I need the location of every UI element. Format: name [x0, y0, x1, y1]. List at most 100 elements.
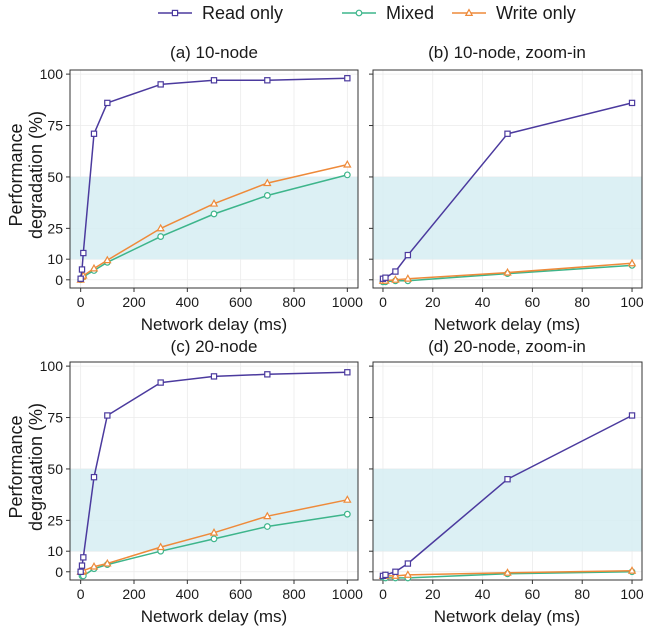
data-point — [210, 77, 218, 84]
series-read-only — [379, 412, 636, 580]
data-point — [209, 528, 219, 536]
x-tick-label: 20 — [425, 294, 441, 310]
x-axis-label: Network delay (ms) — [141, 315, 287, 334]
legend-marker-square — [171, 9, 179, 17]
data-point — [344, 75, 351, 82]
data-point — [89, 561, 99, 570]
data-point — [403, 570, 413, 578]
data-point — [343, 171, 351, 179]
data-point — [627, 258, 637, 267]
data-point — [156, 542, 165, 551]
legend: Read only Mixed Write only — [158, 3, 576, 23]
data-point — [263, 192, 271, 199]
degradation-band — [373, 176, 642, 260]
data-point — [89, 263, 99, 272]
legend-label: Read only — [202, 3, 283, 23]
data-point — [78, 562, 86, 569]
x-axis: 0 20 40 60 80 100 — [379, 288, 644, 310]
panel-title: (d) 20-node, zoom-in — [428, 337, 586, 356]
data-point — [77, 275, 84, 282]
y-tick-label: 0 — [55, 564, 63, 580]
data-point — [391, 571, 400, 579]
plot-border — [69, 69, 359, 289]
data-point — [156, 223, 165, 232]
data-point — [210, 535, 218, 543]
x-tick-label: 800 — [282, 586, 306, 602]
x-tick-label: 800 — [282, 294, 306, 310]
x-tick-label: 1000 — [332, 586, 363, 602]
x-tick-label: 40 — [475, 294, 491, 310]
x-tick-label: 0 — [77, 586, 85, 602]
data-point — [503, 568, 512, 576]
x-tick-label: 0 — [379, 294, 387, 310]
y-axis — [369, 73, 373, 281]
x-tick-label: 100 — [620, 586, 644, 602]
x-axis-label: Network delay (ms) — [434, 315, 580, 334]
data-point — [80, 554, 87, 561]
panel-title: (c) 20-node — [171, 337, 258, 356]
data-point — [210, 210, 218, 218]
data-point — [627, 566, 637, 574]
legend-item-write-only: Write only — [452, 3, 576, 23]
data-point — [209, 199, 219, 207]
data-point — [504, 130, 511, 137]
x-tick-label: 100 — [620, 294, 644, 310]
data-point — [392, 568, 399, 575]
y-tick-label: 100 — [40, 66, 64, 82]
y-tick-label: 25 — [47, 512, 63, 528]
x-tick-label: 400 — [176, 294, 200, 310]
data-point — [404, 251, 412, 259]
data-point — [343, 159, 352, 168]
data-point — [391, 275, 400, 283]
legend-marker-triangle — [464, 8, 474, 16]
y-axis: 0 10 25 50 75 100 — [40, 358, 70, 580]
x-tick-label: 80 — [574, 294, 590, 310]
data-point — [103, 558, 112, 567]
x-axis: 0 200 400 600 800 1000 — [77, 288, 363, 310]
data-point — [392, 268, 399, 275]
x-tick-label: 600 — [229, 586, 253, 602]
plot-border — [372, 361, 643, 581]
data-point — [628, 99, 636, 107]
legend-item-mixed: Mixed — [342, 3, 434, 23]
data-point — [77, 568, 84, 575]
y-tick-label: 75 — [47, 118, 63, 134]
data-point — [504, 476, 511, 483]
y-axis-label-bottom-line-1: Performance — [6, 415, 26, 518]
legend-item-read-only: Read only — [158, 3, 283, 23]
data-point — [157, 81, 164, 88]
y-tick-label: 50 — [47, 461, 63, 477]
x-tick-label: 200 — [122, 294, 146, 310]
series-read-only — [77, 75, 351, 282]
panel-d-20-node-zoom: (d) 20-node, zoom-in 0 20 40 60 80 100 Network … — [369, 337, 644, 626]
x-axis-label: Network delay (ms) — [141, 607, 287, 626]
data-point — [404, 560, 412, 567]
y-axis — [369, 365, 373, 573]
data-point — [503, 267, 512, 276]
data-point — [264, 77, 271, 84]
data-point — [263, 511, 272, 520]
data-point — [343, 495, 352, 503]
series-read-only — [77, 369, 351, 575]
x-tick-label: 200 — [122, 586, 146, 602]
y-tick-label: 25 — [47, 220, 63, 236]
y-tick-label: 100 — [40, 358, 64, 374]
y-tick-label: 75 — [47, 410, 63, 426]
data-point — [628, 412, 636, 419]
x-tick-label: 80 — [574, 586, 590, 602]
degradation-band — [70, 176, 358, 260]
y-tick-label: 10 — [47, 543, 63, 559]
legend-marker-circle — [355, 9, 363, 17]
panel-c-20-node: (c) 20-node 0 200 400 600 800 1000 0 10 25 50 75 100… — [40, 337, 363, 626]
y-tick-label: 10 — [47, 251, 63, 267]
data-point — [382, 274, 389, 281]
data-point — [343, 510, 351, 518]
x-tick-label: 1000 — [332, 294, 363, 310]
data-point — [382, 571, 389, 579]
data-point — [403, 274, 413, 282]
legend-label: Write only — [496, 3, 576, 23]
panel-b-10-node-zoom: (b) 10-node, zoom-in 0 20 40 60 80 100 Network … — [369, 43, 644, 334]
x-tick-label: 60 — [525, 294, 541, 310]
plot-border — [69, 361, 359, 581]
